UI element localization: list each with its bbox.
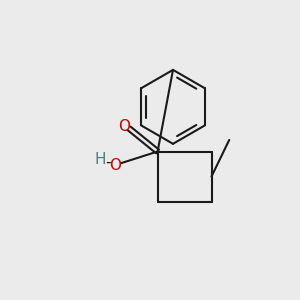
Text: H: H [94, 152, 106, 167]
Text: O: O [118, 118, 130, 134]
Text: -: - [105, 155, 110, 170]
Text: O: O [109, 158, 121, 173]
